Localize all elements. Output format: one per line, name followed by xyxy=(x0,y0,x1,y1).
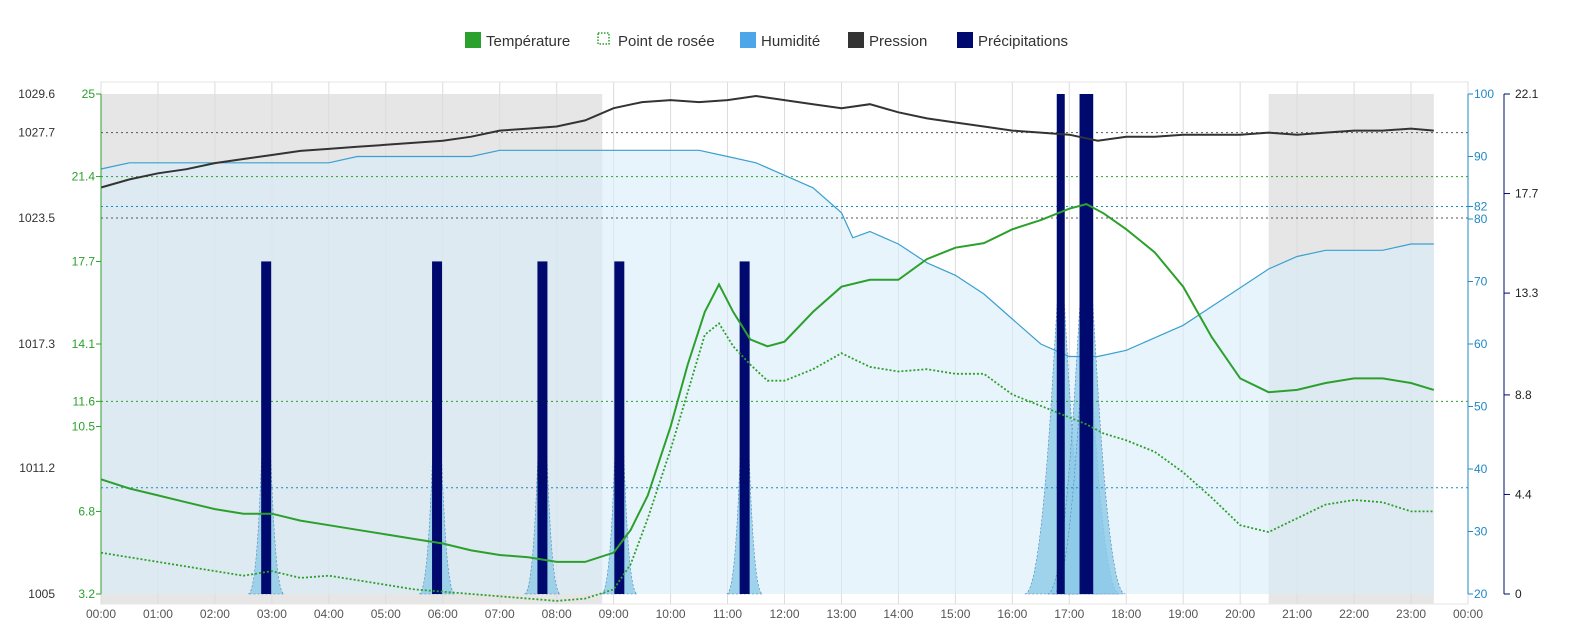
x-tick-label: 04:00 xyxy=(314,607,344,621)
pressure-tick-label: 1011.2 xyxy=(19,461,55,475)
temperature-tick-label: 6.8 xyxy=(78,504,95,518)
legend-item: Humidité xyxy=(740,32,820,50)
pressure-tick-label: 1023.5 xyxy=(18,211,55,225)
x-tick-label: 18:00 xyxy=(1111,607,1141,621)
legend: Température Point de rosée Humidité Pressio… xyxy=(465,32,1068,50)
x-tick-label: 20:00 xyxy=(1225,607,1255,621)
x-tick-label: 13:00 xyxy=(826,607,856,621)
x-tick-label: 09:00 xyxy=(599,607,629,621)
x-tick-label: 10:00 xyxy=(656,607,686,621)
x-tick-label: 03:00 xyxy=(257,607,287,621)
legend-swatch xyxy=(465,32,481,48)
x-tick-label: 22:00 xyxy=(1339,607,1369,621)
x-tick-label: 07:00 xyxy=(485,607,515,621)
pressure-tick-label: 1017.3 xyxy=(18,337,55,351)
x-tick-label: 02:00 xyxy=(200,607,230,621)
humidity-tick-label: 30 xyxy=(1474,525,1488,539)
precipitation-bar xyxy=(614,261,625,594)
precipitation-tick-label: 0 xyxy=(1515,587,1522,601)
humidity-tick-label: 70 xyxy=(1474,275,1488,289)
dewpoint-line xyxy=(100,322,1434,602)
humidity-line xyxy=(100,149,1434,358)
x-tick-label: 00:00 xyxy=(1453,607,1483,621)
legend-label: Humidité xyxy=(761,33,820,50)
x-tick-label: 12:00 xyxy=(769,607,799,621)
x-tick-label: 17:00 xyxy=(1054,607,1084,621)
legend-item: Précipitations xyxy=(957,32,1068,50)
x-tick-label: 14:00 xyxy=(883,607,913,621)
humidity-tick-label: 60 xyxy=(1474,337,1488,351)
legend-item: Point de rosée xyxy=(597,32,715,50)
legend-label: Température xyxy=(486,33,570,50)
x-tick-label: 08:00 xyxy=(542,607,572,621)
x-tick-label: 21:00 xyxy=(1282,607,1312,621)
legend-swatch xyxy=(957,32,973,48)
humidity-tick-label: 90 xyxy=(1474,150,1488,164)
humidity-tick-label: 100 xyxy=(1474,87,1494,101)
precipitation-bar xyxy=(432,261,443,594)
temperature-tick-label: 14.1 xyxy=(72,337,96,351)
temperature-tick-label: 21.4 xyxy=(72,170,96,184)
x-tick-label: 15:00 xyxy=(940,607,970,621)
precipitation-tick-label: 4.4 xyxy=(1515,487,1532,501)
x-tick-label: 01:00 xyxy=(143,607,173,621)
precipitation-bar xyxy=(739,261,750,594)
humidity-tick-label: 50 xyxy=(1474,400,1488,414)
precipitation-bar xyxy=(1079,94,1088,594)
legend-swatch xyxy=(848,32,864,48)
precipitation-bar xyxy=(261,261,272,594)
legend-label: Précipitations xyxy=(978,33,1068,50)
temperature-tick-label: 10.5 xyxy=(72,420,96,434)
humidity-tick-label: 82 xyxy=(1474,200,1488,214)
precipitation-bar xyxy=(537,261,548,594)
x-tick-label: 19:00 xyxy=(1168,607,1198,621)
temperature-tick-label: 11.6 xyxy=(73,394,96,408)
legend-item: Température xyxy=(465,32,570,50)
temperature-line xyxy=(100,203,1435,563)
x-tick-label: 06:00 xyxy=(428,607,458,621)
precipitation-bar xyxy=(1085,94,1094,594)
temperature-tick-label: 25 xyxy=(82,87,96,101)
humidity-tick-label: 40 xyxy=(1474,462,1488,476)
temperature-tick-label: 3.2 xyxy=(78,587,95,601)
humidity-tick-label: 80 xyxy=(1474,212,1488,226)
humidity-tick-label: 20 xyxy=(1474,587,1488,601)
pressure-tick-label: 1029.6 xyxy=(18,87,55,101)
legend-item: Pression xyxy=(848,32,927,50)
precipitation-bar xyxy=(1056,94,1065,594)
pressure-tick-label: 1027.7 xyxy=(18,126,55,140)
x-tick-label: 00:00 xyxy=(86,607,116,621)
legend-label: Pression xyxy=(869,33,927,50)
x-tick-label: 05:00 xyxy=(371,607,401,621)
legend-label: Point de rosée xyxy=(618,33,715,50)
x-tick-label: 11:00 xyxy=(713,607,742,621)
precipitation-tick-label: 13.3 xyxy=(1515,286,1539,300)
precipitation-tick-label: 22.1 xyxy=(1515,87,1539,101)
temperature-tick-label: 17.7 xyxy=(72,254,96,268)
x-tick-label: 16:00 xyxy=(997,607,1027,621)
pressure-tick-label: 1005 xyxy=(28,587,55,601)
precipitation-tick-label: 8.8 xyxy=(1515,388,1532,402)
legend-swatch xyxy=(597,32,610,45)
pressure-line xyxy=(100,94,1434,189)
precipitation-tick-label: 17.7 xyxy=(1515,187,1539,201)
legend-swatch xyxy=(740,32,756,48)
x-tick-label: 23:00 xyxy=(1396,607,1426,621)
